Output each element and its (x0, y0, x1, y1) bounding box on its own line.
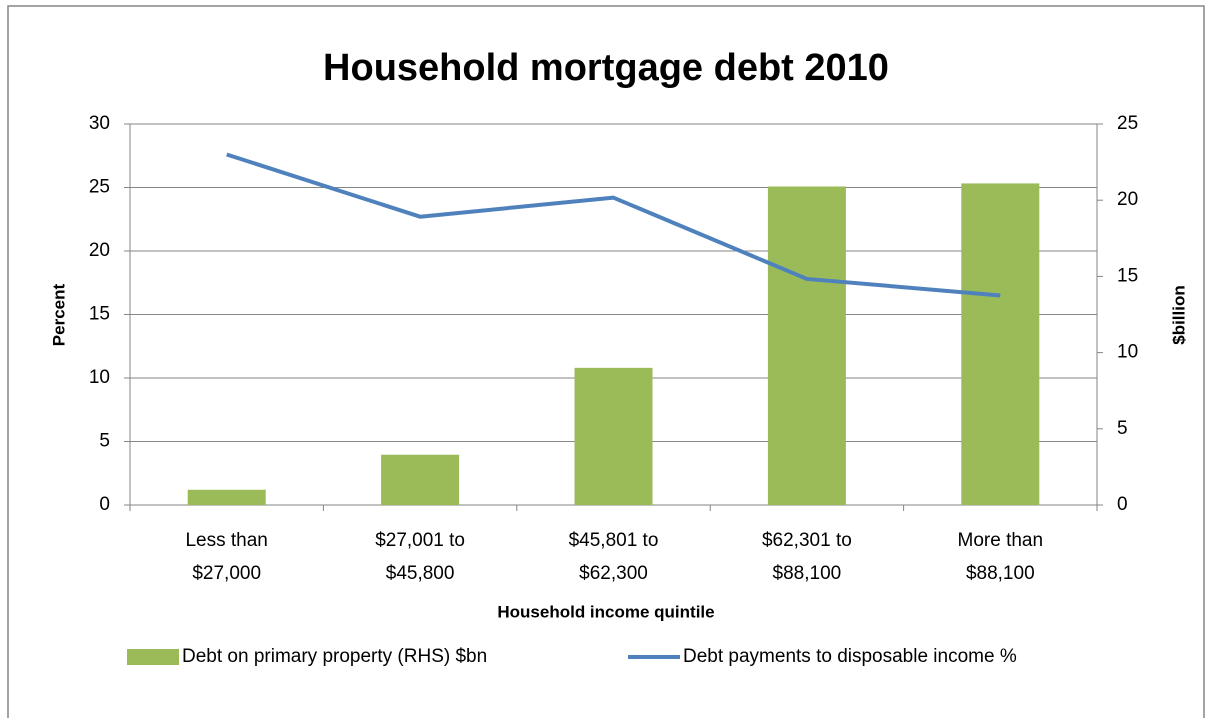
y-tick-label: 5 (99, 431, 110, 452)
y2-tick-label: 25 (1117, 113, 1138, 134)
x-tick-label: $62,300 (579, 563, 648, 584)
x-tick-label: $45,800 (386, 563, 455, 584)
y-tick-label: 0 (99, 494, 110, 515)
y2-tick-label: 20 (1117, 189, 1138, 210)
y-tick-label: 25 (89, 177, 110, 198)
x-tick-label: $45,801 to (569, 530, 659, 551)
x-tick-label: $88,100 (773, 563, 842, 584)
y-axis-label: Percent (49, 283, 68, 346)
x-tick-label: $88,100 (966, 563, 1035, 584)
x-tick-label: $27,000 (192, 563, 261, 584)
y2-axis-label: $billion (1169, 285, 1188, 345)
legend-label: Debt payments to disposable income % (683, 646, 1017, 667)
bar (961, 183, 1040, 505)
y-tick-label: 20 (89, 240, 110, 261)
y2-tick-label: 15 (1117, 265, 1138, 286)
y2-tick-label: 5 (1117, 418, 1128, 439)
x-tick-label: $27,001 to (375, 530, 465, 551)
y-tick-label: 10 (89, 367, 110, 388)
bar (381, 454, 460, 505)
legend-label: Debt on primary property (RHS) $bn (182, 646, 487, 667)
bar (574, 367, 653, 505)
y2-tick-label: 10 (1117, 342, 1138, 363)
x-tick-label: Less than (185, 530, 267, 551)
x-axis-label: Household income quintile (497, 602, 714, 621)
bar (767, 186, 846, 505)
bar (187, 489, 266, 505)
y2-tick-label: 0 (1117, 494, 1128, 515)
x-tick-label: More than (958, 530, 1044, 551)
y-tick-label: 15 (89, 304, 110, 325)
x-tick-label: $62,301 to (762, 530, 852, 551)
line (226, 152, 1001, 298)
y-tick-label: 30 (89, 113, 110, 134)
legend-swatch (127, 649, 179, 665)
chart-title: Household mortgage debt 2010 (323, 47, 889, 89)
